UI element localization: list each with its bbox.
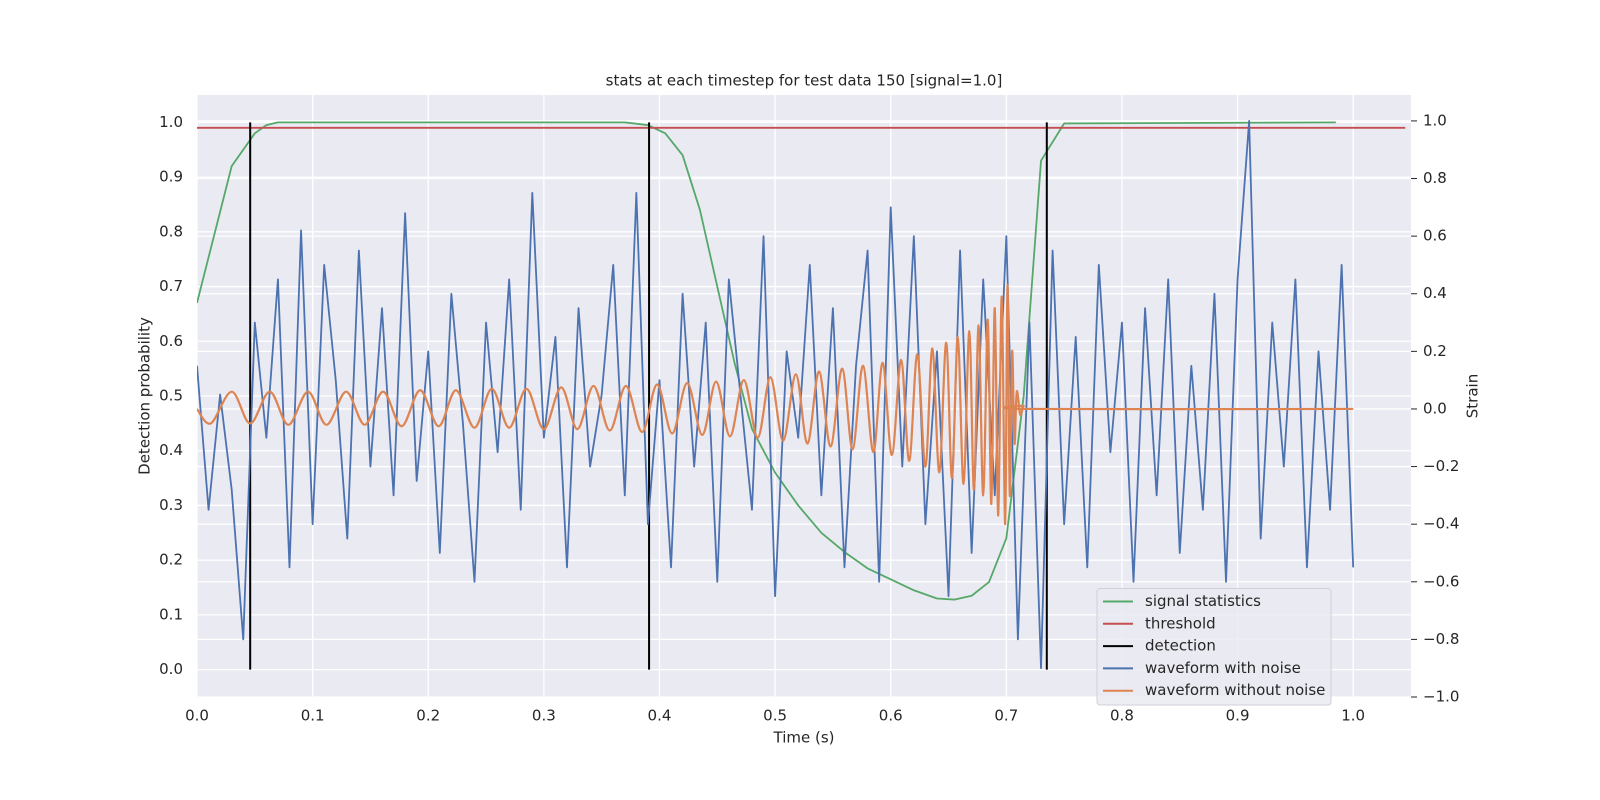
x-tick-label: 0.4 (648, 707, 672, 725)
y2-tick-label: −0.2 (1423, 457, 1459, 475)
legend-label: threshold (1145, 614, 1216, 632)
y-axis-label: Detection probability (136, 317, 154, 475)
y-tick-label: 1.0 (159, 113, 183, 131)
y2-tick-label: −0.6 (1423, 572, 1459, 590)
x-axis-label: Time (s) (773, 729, 835, 747)
x-tick-label: 0.9 (1226, 707, 1250, 725)
legend: signal statistics threshold detection wavef… (1096, 588, 1332, 706)
y-tick-label: 0.6 (159, 332, 183, 350)
marks (197, 120, 1406, 670)
y2-tick-label: 1.0 (1423, 111, 1447, 129)
y-tick-label: 0.8 (159, 222, 183, 240)
series-line (197, 283, 1354, 526)
y-tick-label: 0.5 (159, 387, 183, 405)
legend-label: waveform with noise (1145, 659, 1301, 677)
y-tick-label: 0.1 (159, 605, 183, 623)
y2-tick-label: 0.2 (1423, 342, 1447, 360)
y2-axis-label: Strain (1464, 374, 1482, 418)
legend-label: waveform without noise (1145, 681, 1325, 699)
x-tick-label: 0.3 (532, 707, 556, 725)
y2-tick-label: 0.8 (1423, 169, 1447, 187)
legend-box (1096, 588, 1332, 706)
y-tick-label: 0.9 (159, 168, 183, 186)
x-tick-label: 1.0 (1341, 707, 1365, 725)
y2-tick-label: −1.0 (1423, 688, 1459, 706)
y-tick-label: 0.2 (159, 551, 183, 569)
labels: 0.0 0.1 0.2 0.3 0.4 0.5 0.6 0.7 0.8 0.9 1.0 0.0 0.1 0… (159, 111, 1459, 724)
grid (196, 95, 1411, 698)
series-line (197, 120, 1355, 670)
chart-title: stats at each timestep for test data 150… (606, 72, 1003, 90)
y-tick-label: 0.3 (159, 496, 183, 514)
y2-tick-label: 0.0 (1423, 399, 1447, 417)
y2-tick-label: 0.4 (1423, 284, 1447, 302)
legend-label: signal statistics (1145, 592, 1261, 610)
x-tick-label: 0.6 (879, 707, 903, 725)
y2-tick-label: −0.4 (1423, 515, 1459, 533)
y-tick-label: 0.4 (159, 441, 183, 459)
x-tick-label: 0.2 (416, 707, 440, 725)
x-tick-label: 0.7 (994, 707, 1018, 725)
legend-label: detection (1145, 637, 1216, 655)
y2-tick-label: −0.8 (1423, 630, 1459, 648)
x-tick-label: 0.8 (1110, 707, 1134, 725)
x-tick-label: 0.0 (185, 707, 209, 725)
y-tick-label: 0.7 (159, 277, 183, 295)
series-line (197, 121, 1336, 601)
x-tick-label: 0.1 (301, 707, 325, 725)
y2-tick-label: 0.6 (1423, 227, 1447, 245)
x-tick-label: 0.5 (763, 707, 787, 725)
y-tick-label: 0.0 (159, 660, 183, 678)
